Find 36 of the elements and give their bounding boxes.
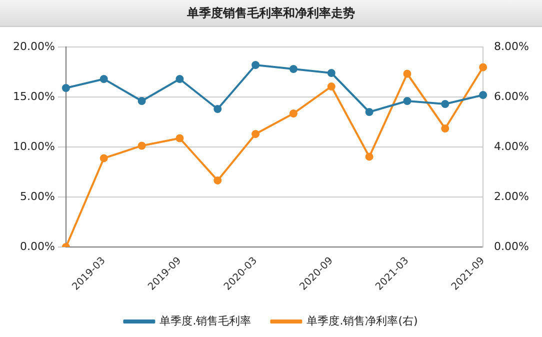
- point: [252, 61, 260, 69]
- point: [441, 124, 450, 132]
- point: [327, 82, 336, 90]
- point: [441, 100, 450, 108]
- y2-tick-label: 4.00%: [494, 140, 530, 153]
- y-tick-label: 5.00%: [20, 190, 55, 203]
- point: [479, 63, 488, 72]
- point: [100, 154, 108, 162]
- y2-tick-label: 2.00%: [494, 190, 530, 203]
- point: [403, 96, 412, 105]
- point: [100, 74, 108, 83]
- point: [176, 134, 184, 142]
- point: [252, 130, 260, 138]
- point: [138, 142, 146, 150]
- point: [403, 70, 412, 78]
- point: [327, 68, 336, 77]
- y-tick-label: 15.00%: [12, 90, 55, 103]
- point: [365, 108, 374, 116]
- point: [479, 90, 488, 99]
- y-tick-label: 10.00%: [12, 140, 55, 153]
- point: [176, 74, 184, 83]
- point: [214, 104, 222, 113]
- legend-label: 单季度.销售净利率(右): [306, 314, 418, 328]
- point: [365, 152, 374, 161]
- point: [289, 109, 298, 118]
- point: [62, 84, 70, 92]
- y2-tick-label: 6.00%: [494, 90, 530, 103]
- chart-title: 单季度销售毛利率和净利率走势: [0, 0, 542, 27]
- point: [214, 176, 222, 184]
- y-tick-label: 20.00%: [12, 40, 55, 53]
- y-tick-label: 0.00%: [20, 240, 55, 253]
- legend-label: 单季度.销售毛利率: [160, 314, 252, 328]
- y2-tick-label: 8.00%: [494, 40, 530, 53]
- point: [289, 64, 298, 73]
- point: [138, 96, 146, 105]
- y2-tick-label: 0.00%: [494, 240, 530, 253]
